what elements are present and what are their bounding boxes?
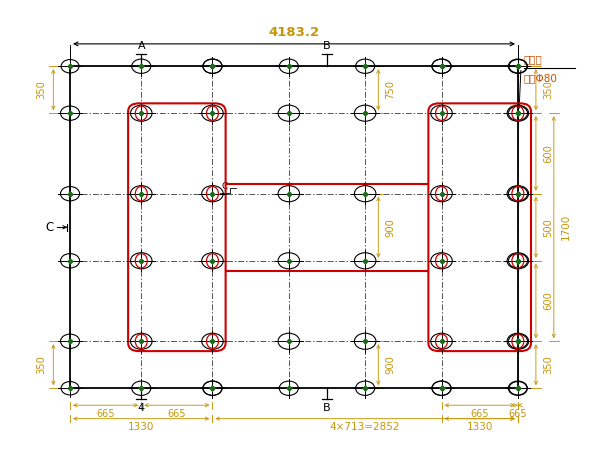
Text: 1330: 1330	[128, 422, 154, 432]
Text: 665: 665	[470, 409, 489, 419]
Text: 600: 600	[543, 144, 553, 163]
Text: 4×713=2852: 4×713=2852	[330, 422, 400, 432]
Text: 350: 350	[36, 356, 46, 374]
Text: A: A	[137, 40, 145, 50]
Text: 750: 750	[385, 80, 395, 99]
Text: 钢管桩: 钢管桩	[524, 54, 543, 64]
Bar	[70, 66, 518, 388]
Text: 665: 665	[509, 409, 527, 419]
Text: 900: 900	[385, 218, 395, 237]
Text: 665: 665	[97, 409, 115, 419]
Text: C: C	[221, 182, 227, 191]
Text: 4: 4	[138, 403, 145, 413]
Text: 350: 350	[36, 80, 46, 99]
Text: 内径Φ80: 内径Φ80	[524, 73, 558, 83]
Text: 4183.2: 4183.2	[268, 26, 320, 39]
Text: C: C	[45, 221, 53, 234]
Text: B: B	[323, 403, 331, 413]
Text: 1330: 1330	[467, 422, 493, 432]
Text: 665: 665	[167, 409, 186, 419]
Text: 600: 600	[543, 292, 553, 310]
Text: 500: 500	[543, 218, 553, 237]
Text: 900: 900	[385, 356, 395, 374]
Text: 350: 350	[543, 80, 553, 99]
Text: B: B	[323, 40, 331, 50]
Text: 350: 350	[543, 356, 553, 374]
Text: 1700: 1700	[561, 214, 571, 240]
